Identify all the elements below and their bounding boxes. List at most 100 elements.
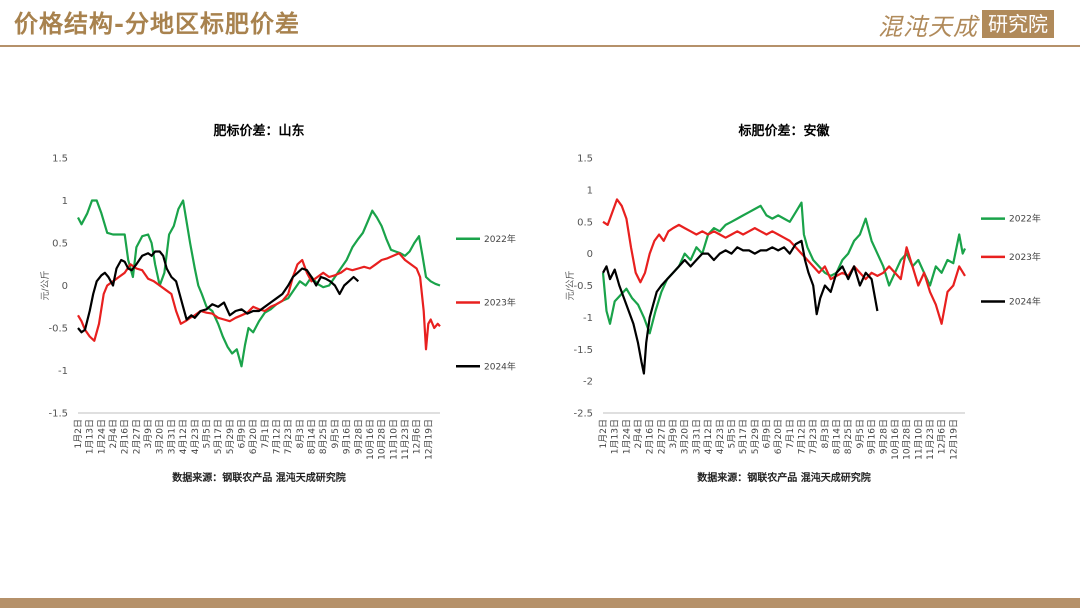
x-tick-label: 1月13日 (85, 419, 96, 454)
series-line (602, 239, 879, 375)
series-line (602, 198, 966, 325)
y-tick-label: 0.5 (52, 239, 68, 250)
x-tick-label: 7月12日 (797, 419, 808, 454)
x-tick-label: 6月9日 (761, 419, 772, 448)
y-tick-label: -1.5 (48, 409, 68, 420)
x-tick-label: 11月23日 (400, 419, 411, 460)
brand-logo: 混沌天成 研究院 (878, 8, 1054, 41)
x-tick-label: 6月9日 (236, 419, 247, 448)
x-tick-label: 1月24日 (96, 419, 107, 454)
legend-label: 2024年 (484, 360, 516, 372)
x-tick-label: 1月2日 (598, 419, 609, 448)
chart-shandong: 肥标价差：山东元/公斤 1.5 1 0.5 0 -0.5 -1 -1.5 1月2日 1月13日 1月… (40, 123, 516, 484)
y-tick-label: -1 (58, 366, 68, 377)
x-tick-label: 5月29日 (225, 419, 236, 454)
legend-label: 2023年 (1009, 251, 1041, 263)
x-tick-label: 1月2日 (73, 419, 84, 448)
y-tick-label: 1 (587, 185, 593, 196)
y-axis-label: 元/公斤 (565, 270, 576, 300)
x-tick-label: 3月31日 (166, 419, 177, 454)
page-title: 价格结构-分地区标肥价差 (14, 9, 300, 38)
x-tick-label: 2月27日 (131, 419, 142, 454)
chart-title: 肥标价差：山东 (213, 123, 304, 139)
x-tick-label: 12月6日 (937, 419, 948, 454)
footer-bar (0, 598, 1080, 608)
x-tick-label: 2月4日 (108, 419, 119, 448)
series-line (77, 252, 441, 351)
y-tick-label: 0 (587, 249, 593, 260)
y-tick-label: 1.5 (52, 154, 68, 165)
x-tick-label: 12月19日 (948, 419, 959, 460)
x-tick-label: 12月19日 (423, 419, 434, 460)
x-tick-label: 10月28日 (902, 419, 913, 460)
x-tick-label: 5月17日 (738, 419, 749, 454)
x-tick-label: 6月20日 (248, 419, 259, 454)
x-tick-label: 2月4日 (633, 419, 644, 448)
y-tick-label: 0.5 (577, 217, 593, 228)
x-tick-label: 5月17日 (213, 419, 224, 454)
y-tick-label: -1 (583, 313, 593, 324)
y-tick-label: -0.5 (573, 281, 593, 292)
x-tick-label: 9月5日 (330, 419, 341, 448)
x-tick-label: 2月16日 (645, 419, 656, 454)
y-tick-label: 1.5 (577, 154, 593, 165)
x-tick-label: 6月20日 (773, 419, 784, 454)
x-tick-label: 3月31日 (691, 419, 702, 454)
x-tick-label: 1月24日 (621, 419, 632, 454)
y-tick-label: -1.5 (573, 345, 593, 356)
x-tick-label: 4月12日 (178, 419, 189, 454)
x-tick-label: 2月16日 (120, 419, 131, 454)
series-line (601, 201, 967, 335)
x-tick-label: 9月16日 (867, 419, 878, 454)
x-tick-label: 3月20日 (155, 419, 166, 454)
x-tick-label: 5月5日 (726, 419, 737, 448)
x-tick-label: 8月25日 (843, 419, 854, 454)
legend-label: 2022年 (1009, 213, 1041, 225)
logo-text: 混沌天成 (878, 12, 978, 41)
x-tick-label: 1月13日 (610, 419, 621, 454)
x-tick-label: 2月27日 (656, 419, 667, 454)
x-tick-label: 10月16日 (890, 419, 901, 460)
x-tick-label: 3月9日 (143, 419, 154, 448)
x-tick-label: 8月3日 (820, 419, 831, 448)
y-tick-label: 1 (62, 196, 68, 207)
x-tick-label: 7月1日 (260, 419, 271, 448)
x-tick-label: 5月29日 (750, 419, 761, 454)
y-tick-label: -2 (583, 377, 593, 388)
y-tick-label: 0 (62, 281, 68, 292)
source-note: 数据来源：钢联农产品 混沌天成研究院 (697, 471, 870, 484)
legend-label: 2022年 (484, 233, 516, 245)
x-tick-label: 8月3日 (295, 419, 306, 448)
x-tick-label: 9月28日 (878, 419, 889, 454)
legend-label: 2023年 (484, 297, 516, 309)
header-rule (0, 45, 1080, 47)
x-tick-label: 7月23日 (283, 419, 294, 454)
x-tick-label: 8月14日 (832, 419, 843, 454)
series-line (77, 199, 441, 368)
x-tick-label: 3月20日 (680, 419, 691, 454)
x-tick-label: 7月12日 (272, 419, 283, 454)
y-axis-label: 元/公斤 (40, 270, 51, 300)
x-tick-label: 9月16日 (342, 419, 353, 454)
x-tick-label: 7月1日 (785, 419, 796, 448)
series-line (77, 250, 360, 334)
y-tick-label: -0.5 (48, 324, 68, 335)
x-tick-label: 4月12日 (703, 419, 714, 454)
x-tick-label: 11月10日 (913, 419, 924, 460)
x-tick-label: 5月5日 (201, 419, 212, 448)
source-note: 数据来源：钢联农产品 混沌天成研究院 (172, 471, 345, 484)
x-tick-label: 9月5日 (855, 419, 866, 448)
x-tick-label: 8月14日 (307, 419, 318, 454)
chart-title: 标肥价差：安徽 (737, 123, 830, 139)
x-tick-label: 11月23日 (925, 419, 936, 460)
x-tick-label: 4月23日 (190, 419, 201, 454)
x-tick-label: 3月9日 (668, 419, 679, 448)
legend-label: 2024年 (1009, 295, 1041, 307)
y-tick-label: -2.5 (573, 409, 593, 420)
x-tick-label: 7月23日 (808, 419, 819, 454)
x-tick-label: 4月23日 (715, 419, 726, 454)
logo-box: 研究院 (982, 10, 1054, 38)
x-tick-label: 10月16日 (365, 419, 376, 460)
x-tick-label: 10月28日 (377, 419, 388, 460)
